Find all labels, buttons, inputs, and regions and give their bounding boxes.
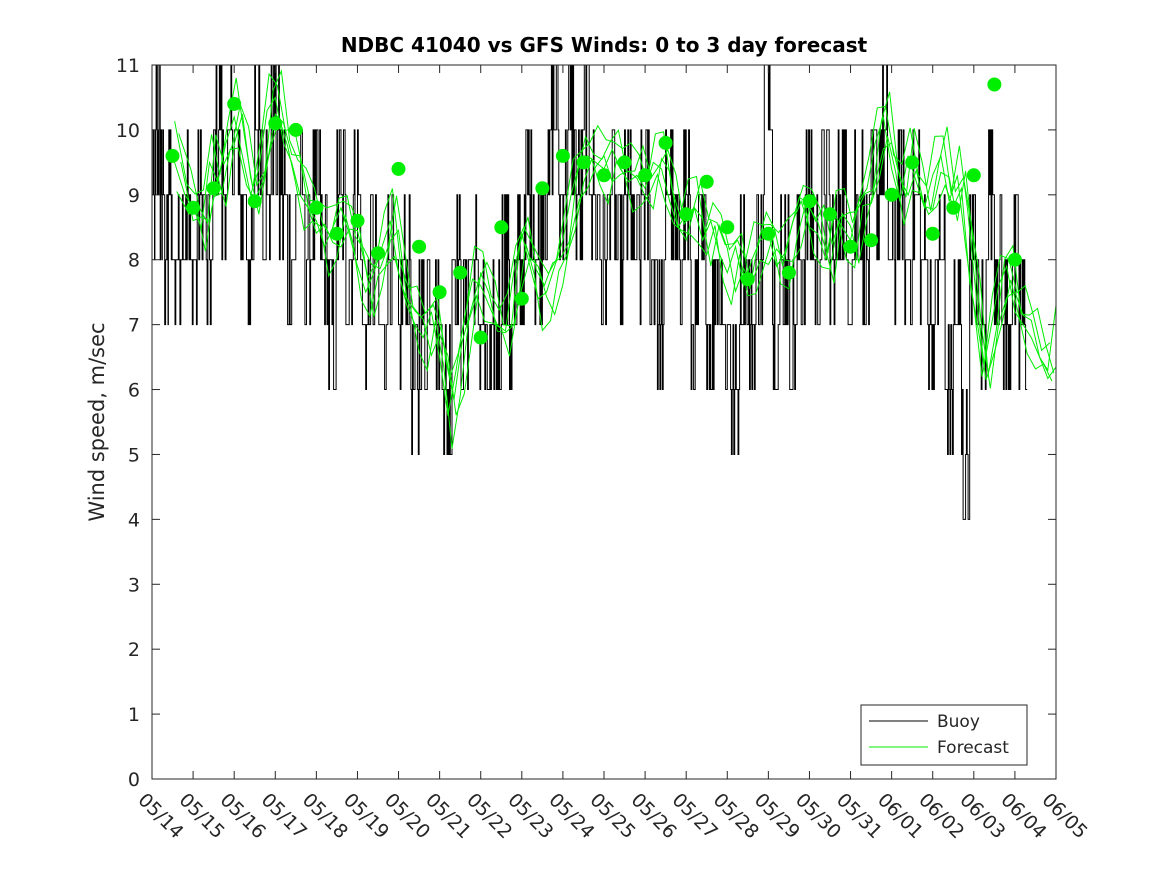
forecast-marker: [494, 220, 509, 235]
forecast-marker: [905, 155, 920, 170]
legend-forecast-label: Forecast: [937, 738, 1009, 758]
forecast-marker: [576, 155, 591, 170]
forecast-marker: [514, 291, 529, 306]
forecast-marker: [987, 77, 1002, 92]
forecast-marker: [966, 168, 981, 183]
forecast-marker: [206, 181, 221, 196]
legend: Buoy Forecast: [860, 704, 1028, 766]
y-axis-label: Wind speed, m/sec: [85, 322, 109, 521]
forecast-marker: [473, 330, 488, 345]
forecast-marker: [227, 96, 242, 111]
forecast-marker: [884, 187, 899, 202]
forecast-marker: [946, 200, 961, 215]
legend-box: [860, 704, 1028, 766]
forecast-marker: [391, 161, 406, 176]
forecast-series-layer: [172, 69, 1057, 449]
y-tick-label: 7: [128, 315, 140, 337]
forecast-marker: [802, 194, 817, 209]
forecast-marker: [309, 200, 324, 215]
chart-title: NDBC 41040 vs GFS Winds: 0 to 3 day fore…: [341, 33, 868, 57]
forecast-marker: [740, 272, 755, 287]
forecast-marker: [597, 168, 611, 183]
forecast-marker: [412, 239, 427, 254]
forecast-marker: [247, 194, 262, 209]
forecast-marker: [555, 148, 570, 163]
forecast-marker: [823, 207, 837, 222]
y-tick-label: 6: [128, 380, 140, 402]
forecast-marker: [843, 239, 858, 254]
y-tick-label: 8: [128, 250, 140, 272]
forecast-series-line: [176, 117, 1053, 449]
y-tick-label: 5: [128, 444, 140, 466]
y-tick-label: 0: [128, 769, 140, 791]
forecast-marker: [371, 246, 385, 261]
forecast-series-line: [180, 113, 1057, 416]
forecast-marker: [350, 213, 365, 228]
y-tick-label: 9: [128, 185, 140, 207]
y-tick-label: 3: [128, 574, 140, 596]
forecast-series-line: [174, 72, 1051, 380]
forecast-marker: [268, 116, 283, 131]
forecast-marker: [761, 226, 776, 241]
y-tick-label: 10: [116, 120, 140, 142]
forecast-marker: [864, 233, 879, 248]
y-tick-label: 11: [116, 55, 140, 77]
legend-buoy-label: Buoy: [937, 712, 980, 732]
forecast-marker: [679, 207, 694, 222]
forecast-marker: [925, 226, 940, 241]
y-tick-label: 1: [128, 704, 140, 726]
forecast-marker: [329, 226, 344, 241]
forecast-marker: [453, 265, 468, 280]
forecast-marker: [535, 181, 550, 196]
forecast-marker: [699, 174, 714, 189]
forecast-marker: [165, 148, 180, 163]
forecast-marker: [638, 168, 653, 183]
forecast-marker: [1007, 252, 1022, 267]
y-tick-label: 4: [128, 509, 140, 531]
forecast-marker: [288, 122, 303, 137]
forecast-marker: [658, 135, 673, 150]
forecast-marker: [781, 265, 796, 280]
forecast-marker: [617, 155, 632, 170]
forecast-marker: [720, 220, 735, 235]
forecast-marker-layer: [165, 77, 1022, 345]
y-axis-ticks: 0 1 2 3 4 5 6 7 8 9 10 11: [116, 55, 1056, 791]
y-tick-label: 2: [128, 639, 140, 661]
forecast-marker: [186, 200, 201, 215]
forecast-marker: [432, 285, 447, 300]
